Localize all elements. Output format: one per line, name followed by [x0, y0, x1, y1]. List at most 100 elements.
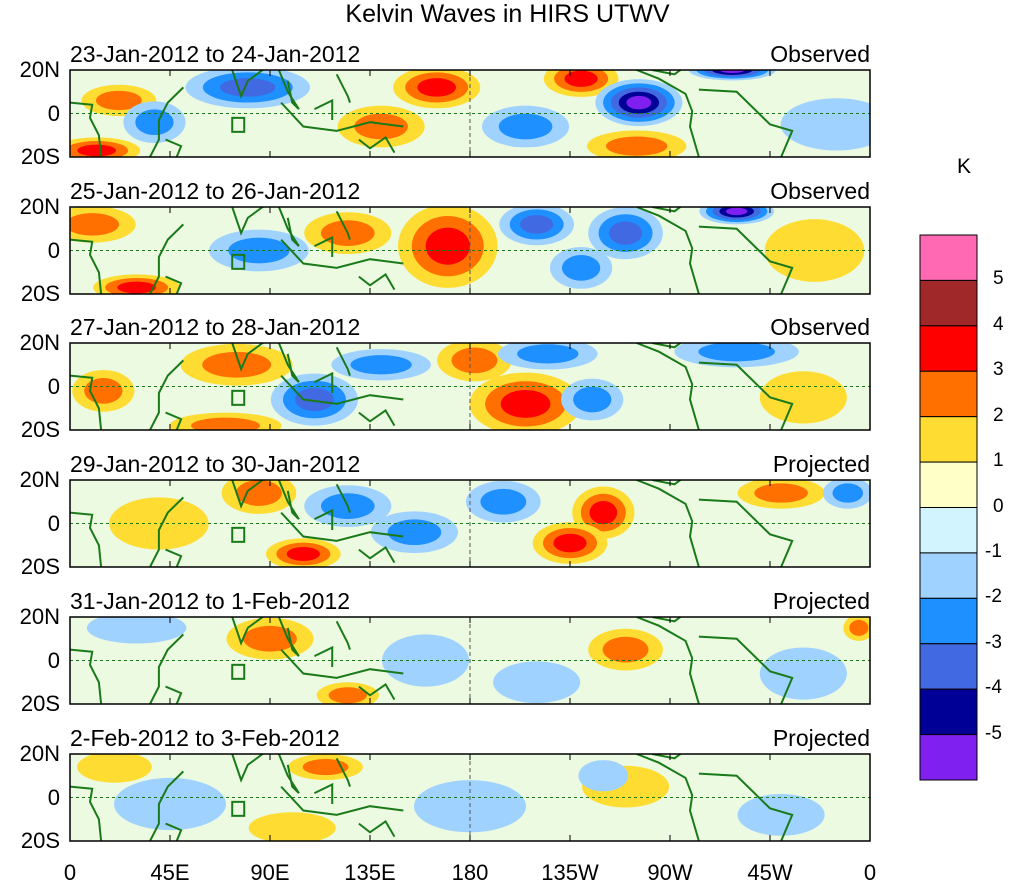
positive-anomaly [606, 136, 668, 156]
colorbar-swatch [919, 234, 978, 281]
colorbar-label: 0 [993, 495, 1004, 517]
lat-tick-label: 20S [20, 144, 60, 169]
negative-anomaly [626, 95, 652, 110]
negative-anomaly [480, 488, 527, 515]
positive-anomaly [109, 497, 209, 550]
colorbar-unit: K [957, 155, 972, 178]
colorbar-swatch [919, 643, 978, 690]
panel-data-type: Projected [772, 451, 870, 477]
lon-tick-label: 135W [541, 860, 599, 885]
lon-tick-label: 90W [647, 860, 693, 885]
lon-tick-label: 135E [344, 860, 396, 885]
lat-tick-label: 20S [20, 417, 60, 442]
coastlines [70, 207, 794, 294]
lat-tick-label: 0 [47, 100, 60, 126]
lat-tick-label: 20N [19, 467, 60, 492]
panel-date-range: 29-Jan-2012 to 30-Jan-2012 [70, 451, 361, 477]
lat-tick-label: 20N [19, 57, 60, 82]
region-box [231, 253, 246, 270]
map-panel [69, 69, 871, 158]
colorbar-swatch [919, 507, 978, 554]
positive-anomaly [759, 371, 847, 424]
negative-anomaly [295, 387, 334, 412]
colorbar-swatch [919, 325, 978, 372]
negative-anomaly [759, 647, 847, 700]
map-panel [69, 342, 871, 431]
negative-anomaly [737, 794, 825, 836]
positive-anomaly [77, 754, 152, 783]
negative-anomaly [698, 343, 775, 362]
negative-anomaly [517, 344, 579, 364]
lon-tick-label: 0 [863, 860, 877, 885]
positive-anomaly [286, 546, 320, 561]
coastlines [70, 70, 794, 157]
colorbar-label: 1 [993, 450, 1004, 472]
negative-anomaly [220, 78, 276, 97]
negative-anomaly [350, 355, 412, 375]
negative-anomaly [520, 215, 554, 234]
negative-anomaly [780, 98, 870, 151]
lon-tick-label: 0 [63, 860, 77, 885]
colorbar-swatch [919, 597, 978, 645]
positive-anomaly [553, 533, 587, 553]
colorbar-swatch [919, 688, 978, 736]
negative-anomaly [578, 760, 629, 792]
positive-anomaly [425, 227, 470, 265]
figure-title: Kelvin Waves in HIRS UTWV [345, 0, 670, 28]
positive-anomaly [417, 78, 457, 97]
colorbar-label: -5 [985, 722, 1002, 744]
negative-anomaly [86, 617, 187, 644]
colorbar-label: 2 [993, 404, 1004, 426]
colorbar-swatch [919, 279, 978, 327]
lat-tick-label: 0 [47, 373, 60, 399]
positive-anomaly [235, 480, 282, 506]
positive-anomaly [70, 213, 120, 236]
negative-anomaly [832, 483, 864, 503]
panel-date-range: 23-Jan-2012 to 24-Jan-2012 [70, 41, 361, 67]
lon-tick-label: 45E [150, 860, 190, 885]
positive-anomaly [602, 636, 649, 663]
positive-anomaly [302, 759, 349, 776]
positive-anomaly [564, 70, 598, 87]
negative-anomaly [493, 661, 581, 704]
lat-tick-label: 20N [19, 741, 60, 766]
positive-anomaly [589, 501, 618, 525]
panel-date-range: 31-Jan-2012 to 1-Feb-2012 [70, 588, 351, 614]
panel-data-type: Observed [770, 178, 870, 204]
colorbar-label: -3 [985, 631, 1002, 653]
region-box [231, 116, 246, 133]
negative-anomaly [498, 113, 553, 140]
positive-anomaly [243, 625, 297, 652]
positive-anomaly [328, 687, 367, 704]
panel-date-range: 25-Jan-2012 to 26-Jan-2012 [70, 178, 361, 204]
map-panel [69, 753, 871, 842]
panel-date-range: 27-Jan-2012 to 28-Jan-2012 [70, 314, 361, 340]
colorbar-label: 3 [993, 359, 1004, 381]
lat-tick-label: 20S [20, 554, 60, 579]
positive-anomaly [248, 812, 336, 841]
negative-anomaly [726, 207, 748, 216]
lon-tick-label: 90E [250, 860, 290, 885]
region-box [231, 389, 246, 406]
colorbar-label: -1 [985, 540, 1002, 562]
panel-data-type: Observed [770, 41, 870, 67]
negative-anomaly [573, 386, 612, 413]
lat-tick-label: 20S [20, 828, 60, 853]
negative-anomaly [114, 777, 226, 831]
lat-tick-label: 20S [20, 691, 60, 716]
lon-tick-label: 180 [451, 860, 489, 885]
panel-date-range: 2-Feb-2012 to 3-Feb-2012 [70, 725, 340, 751]
lat-tick-label: 20N [19, 330, 60, 355]
colorbar-swatch [919, 370, 978, 418]
colorbar-swatch [919, 416, 978, 463]
colorbar-swatch [919, 552, 978, 599]
lat-tick-label: 0 [47, 784, 60, 810]
coastlines [70, 343, 794, 430]
lat-tick-label: 0 [47, 237, 60, 263]
colorbar-swatch [919, 461, 978, 509]
region-box [231, 663, 246, 680]
negative-anomaly [608, 221, 643, 245]
positive-anomaly [849, 619, 869, 636]
